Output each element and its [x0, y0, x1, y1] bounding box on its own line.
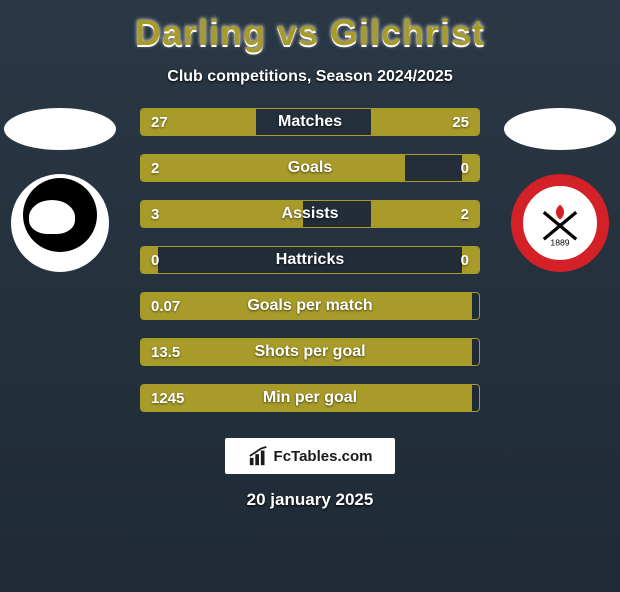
- stat-value-left: 27: [151, 114, 168, 131]
- stat-value-left: 2: [151, 160, 159, 177]
- chart-icon: [248, 445, 270, 467]
- stat-row-shots-per-goal: 13.5 Shots per goal: [140, 338, 480, 366]
- svg-text:1889: 1889: [550, 238, 569, 248]
- stat-value-left: 13.5: [151, 344, 180, 361]
- comparison-panel: 1889 27 25 Matches 2 0 Goals 3 2 Assists 0 0 Hattri…: [0, 108, 620, 412]
- player-oval-left: [4, 108, 116, 150]
- crest-swansea: [11, 174, 109, 272]
- stat-label: Matches: [278, 113, 342, 131]
- bar-fill-left: [141, 201, 303, 227]
- bar-fill-left: [141, 155, 405, 181]
- stat-value-left: 1245: [151, 390, 184, 407]
- crest-sheffield: 1889: [511, 174, 609, 272]
- stat-value-left: 0.07: [151, 298, 180, 315]
- player-oval-right: [504, 108, 616, 150]
- stat-value-right: 2: [461, 206, 469, 223]
- subtitle: Club competitions, Season 2024/2025: [0, 68, 620, 86]
- stat-label: Shots per goal: [254, 343, 365, 361]
- stat-value-right: 0: [461, 160, 469, 177]
- stat-bars: 27 25 Matches 2 0 Goals 3 2 Assists 0 0 Hattricks 0.…: [140, 108, 480, 412]
- stat-label: Assists: [282, 205, 339, 223]
- stat-label: Min per goal: [263, 389, 357, 407]
- stat-row-matches: 27 25 Matches: [140, 108, 480, 136]
- stat-value-right: 25: [452, 114, 469, 131]
- stat-row-goals: 2 0 Goals: [140, 154, 480, 182]
- page-title: Darling vs Gilchrist: [0, 12, 620, 54]
- stat-value-right: 0: [461, 252, 469, 269]
- stat-label: Goals: [288, 159, 332, 177]
- stat-value-left: 0: [151, 252, 159, 269]
- date-label: 20 january 2025: [0, 490, 620, 510]
- stat-label: Hattricks: [276, 251, 344, 269]
- team-right: 1889: [500, 108, 620, 272]
- stat-row-assists: 3 2 Assists: [140, 200, 480, 228]
- logo-text: FcTables.com: [274, 448, 373, 465]
- stat-row-hattricks: 0 0 Hattricks: [140, 246, 480, 274]
- stat-row-min-per-goal: 1245 Min per goal: [140, 384, 480, 412]
- stat-label: Goals per match: [247, 297, 372, 315]
- fctables-logo[interactable]: FcTables.com: [225, 438, 395, 474]
- stat-value-left: 3: [151, 206, 159, 223]
- team-left: [0, 108, 120, 272]
- stat-row-goals-per-match: 0.07 Goals per match: [140, 292, 480, 320]
